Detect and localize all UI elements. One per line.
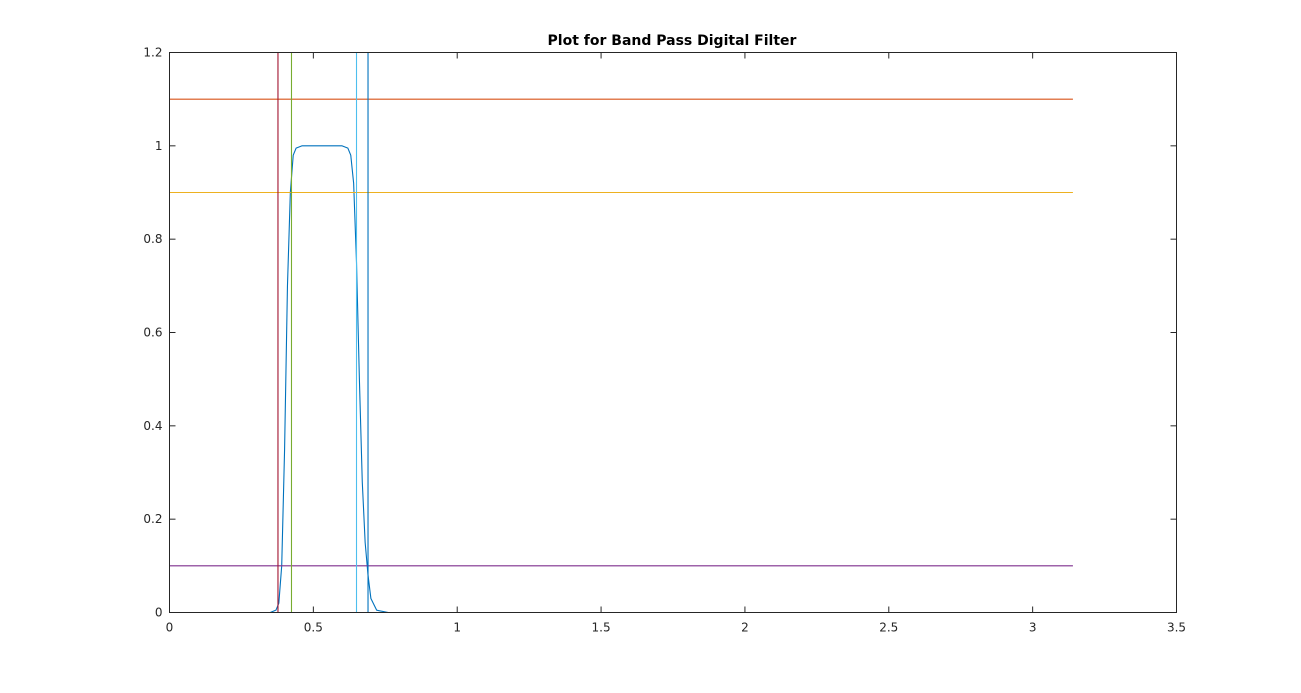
y-tick-label: 1 [155,139,163,153]
x-tick-label: 2 [741,621,749,635]
series-layer [169,52,1073,614]
y-tick-label: 0 [155,606,163,620]
x-tick-label: 0 [166,621,174,635]
y-tick-label: 0.8 [143,232,162,246]
chart-title: Plot for Band Pass Digital Filter [548,33,797,49]
x-tick-label: 1 [453,621,461,635]
x-tick-label: 0.5 [304,621,323,635]
x-tick-label: 2.5 [879,621,898,635]
series-line-0 [169,145,1073,614]
axes-layer: 0 0.5 1 1.5 2 2.5 3 3.5 0 0.2 0.4 0.6 0.8 1 1.2 [143,46,1186,635]
x-tick-label: 3.5 [1167,621,1186,635]
y-tick-label: 0.4 [143,419,162,433]
y-tick-label: 1.2 [143,46,162,60]
x-tick-label: 1.5 [592,621,611,635]
y-tick-label: 0.6 [143,326,162,340]
y-tick-label: 0.2 [143,512,162,526]
plot-area-background [169,52,1177,613]
x-tick-label: 3 [1029,621,1037,635]
